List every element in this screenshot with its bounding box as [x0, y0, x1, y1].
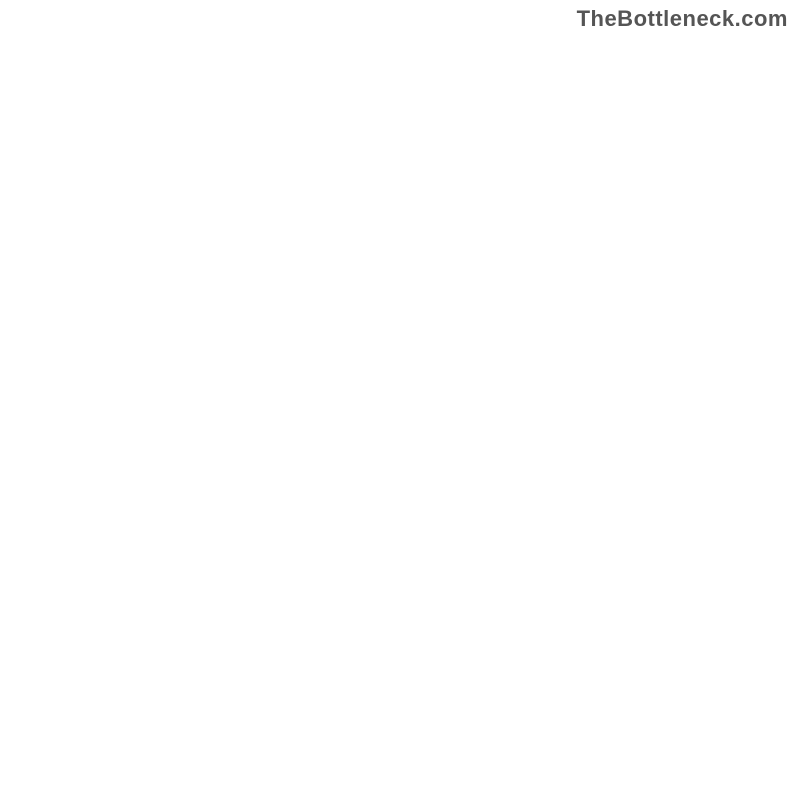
- bottleneck-heatmap: [0, 0, 800, 800]
- watermark-text: TheBottleneck.com: [577, 6, 788, 32]
- chart-container: TheBottleneck.com: [0, 0, 800, 800]
